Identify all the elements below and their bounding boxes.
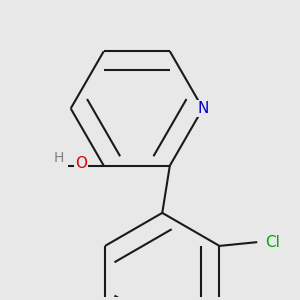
Text: N: N (197, 101, 208, 116)
Text: Cl: Cl (265, 235, 280, 250)
Text: O: O (75, 156, 87, 171)
Text: H: H (53, 151, 64, 165)
